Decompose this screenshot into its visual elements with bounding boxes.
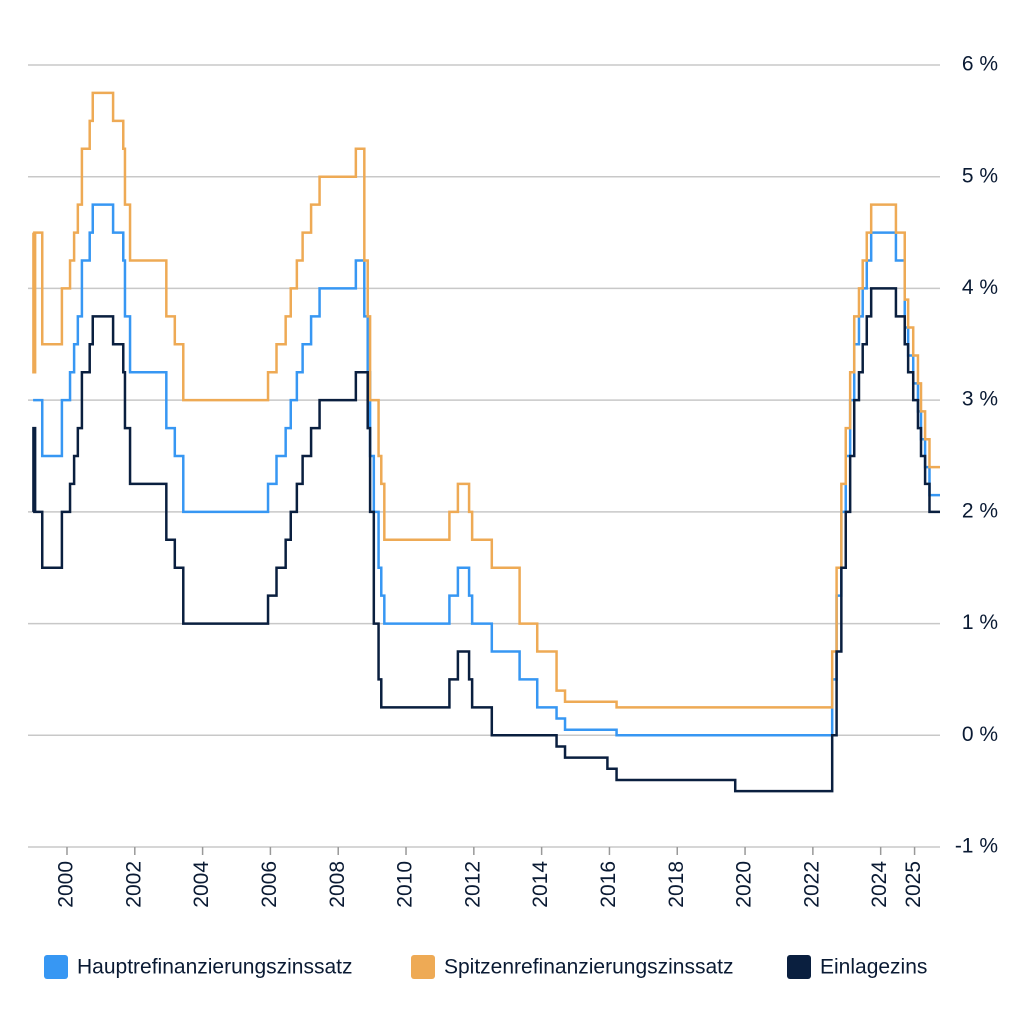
x-tick-label: 2016 [597, 861, 620, 908]
y-tick-label: 3 % [962, 388, 998, 411]
legend-swatch [411, 955, 435, 979]
y-tick-label: 2 % [962, 499, 998, 522]
x-tick-label: 2025 [902, 861, 925, 908]
y-tick-label: 6 % [962, 53, 998, 76]
x-tick-label: 2020 [733, 861, 756, 908]
legend-label: Hauptrefinanzierungszinssatz [77, 956, 352, 979]
y-tick-label: 4 % [962, 276, 998, 299]
x-tick-label: 2000 [55, 861, 78, 908]
legend-label: Spitzenrefinanzierungszinssatz [444, 956, 734, 979]
y-tick-label: 1 % [962, 611, 998, 634]
series-line [33, 203, 940, 737]
x-tick-label: 2008 [326, 861, 349, 908]
x-tick-label: 2024 [868, 861, 891, 908]
x-tick-label: 2006 [258, 861, 281, 908]
series-line [32, 287, 940, 793]
legend-swatch [787, 955, 811, 979]
x-tick-label: 2012 [461, 861, 484, 908]
x-tick-label: 2018 [665, 861, 688, 908]
y-tick-label: 0 % [962, 723, 998, 746]
x-tick-label: 2002 [122, 861, 145, 908]
y-tick-label: 5 % [962, 164, 998, 187]
series-line [32, 91, 940, 709]
x-tick-label: 2010 [394, 861, 417, 908]
x-tick-label: 2014 [529, 861, 552, 908]
y-tick-label: -1 % [955, 835, 998, 858]
legend-label: Einlagezins [820, 956, 927, 979]
legend-swatch [44, 955, 68, 979]
x-tick-label: 2004 [190, 861, 213, 908]
x-tick-label: 2022 [800, 861, 823, 908]
